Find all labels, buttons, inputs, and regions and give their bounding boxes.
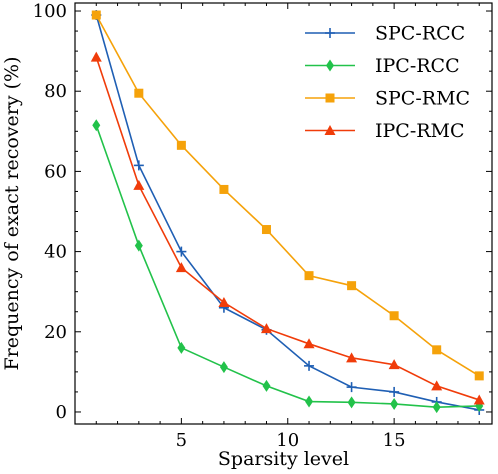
y-axis-label: Frequency of exact recovery (%) <box>1 56 23 370</box>
data-point-spc-rmc <box>474 371 484 381</box>
legend: SPC-RCC IPC-RCC SPC-RMC IPC-RMC <box>305 23 470 142</box>
series-line-spc-rcc <box>95 14 480 411</box>
data-point-spc-rcc <box>389 386 400 397</box>
y-tick-label: 80 <box>44 81 67 102</box>
data-point-ipc-rmc <box>133 179 145 190</box>
data-point-ipc-rmc <box>303 338 315 349</box>
data-point-ipc-rcc <box>432 401 441 414</box>
y-tick-label: 0 <box>56 402 67 423</box>
data-point-ipc-rmc <box>260 323 272 334</box>
data-point-ipc-rcc <box>390 397 399 410</box>
x-tick-label: 15 <box>383 430 406 451</box>
legend-label: IPC-RMC <box>375 120 465 142</box>
data-point-ipc-rmc <box>346 352 358 363</box>
data-point-ipc-rcc <box>177 341 186 354</box>
legend-marker <box>326 59 334 72</box>
x-tick-label: 10 <box>276 430 299 451</box>
legend-label: SPC-RCC <box>375 23 465 45</box>
y-tick-label: 20 <box>44 322 67 343</box>
x-axis-label: Sparsity level <box>218 448 349 470</box>
data-point-spc-rcc <box>304 360 315 371</box>
data-point-ipc-rmc <box>388 359 400 370</box>
legend-marker <box>324 125 336 135</box>
y-tick-label: 100 <box>33 1 67 22</box>
data-point-spc-rmc <box>261 225 271 235</box>
data-point-ipc-rmc <box>218 297 230 308</box>
y-tick-label: 40 <box>44 242 67 263</box>
data-point-ipc-rmc <box>473 394 485 405</box>
series-line-spc-rmc <box>95 14 480 377</box>
data-point-ipc-rcc <box>305 395 314 408</box>
data-point-spc-rcc <box>133 160 144 171</box>
data-point-spc-rmc <box>176 140 186 150</box>
x-tick-label: 5 <box>176 430 187 451</box>
data-point-spc-rmc <box>304 271 314 281</box>
data-point-ipc-rcc <box>92 119 101 132</box>
series-line-ipc-rmc <box>95 56 480 401</box>
data-point-spc-rmc <box>219 184 229 194</box>
legend-marker <box>325 28 335 38</box>
data-point-spc-rmc <box>134 88 144 98</box>
series-line-ipc-rcc <box>95 125 480 408</box>
data-point-spc-rmc <box>347 281 357 291</box>
data-point-ipc-rcc <box>347 396 356 409</box>
data-point-ipc-rmc <box>175 262 187 273</box>
plot-frame <box>74 2 493 425</box>
y-tick-label: 60 <box>44 161 67 182</box>
legend-marker <box>325 93 335 103</box>
data-point-ipc-rcc <box>134 239 143 252</box>
data-point-ipc-rcc <box>219 361 228 374</box>
legend-label: IPC-RCC <box>375 55 460 77</box>
data-point-ipc-rmc <box>431 380 443 391</box>
legend-label: SPC-RMC <box>375 88 470 110</box>
plot-area: 5 10 15 0 20 40 60 80 100 <box>33 1 493 451</box>
data-point-spc-rcc <box>346 382 357 393</box>
data-point-spc-rmc <box>432 345 442 355</box>
data-point-spc-rmc <box>389 311 399 321</box>
data-point-ipc-rcc <box>262 379 271 392</box>
data-point-spc-rcc <box>176 246 187 257</box>
data-point-ipc-rmc <box>90 51 102 62</box>
data-point-spc-rmc <box>91 10 101 20</box>
